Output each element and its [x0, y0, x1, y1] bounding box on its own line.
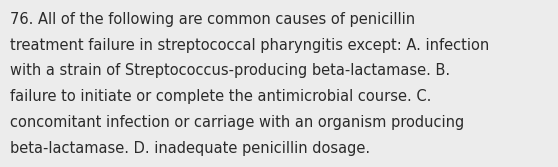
Text: failure to initiate or complete the antimicrobial course. C.: failure to initiate or complete the anti…	[10, 89, 431, 104]
Text: with a strain of Streptococcus-producing beta-lactamase. B.: with a strain of Streptococcus-producing…	[10, 63, 450, 78]
Text: treatment failure in streptococcal pharyngitis except: A. infection: treatment failure in streptococcal phary…	[10, 38, 489, 53]
Text: concomitant infection or carriage with an organism producing: concomitant infection or carriage with a…	[10, 115, 464, 130]
Text: 76. All of the following are common causes of penicillin: 76. All of the following are common caus…	[10, 12, 415, 27]
Text: beta-lactamase. D. inadequate penicillin dosage.: beta-lactamase. D. inadequate penicillin…	[10, 141, 370, 156]
